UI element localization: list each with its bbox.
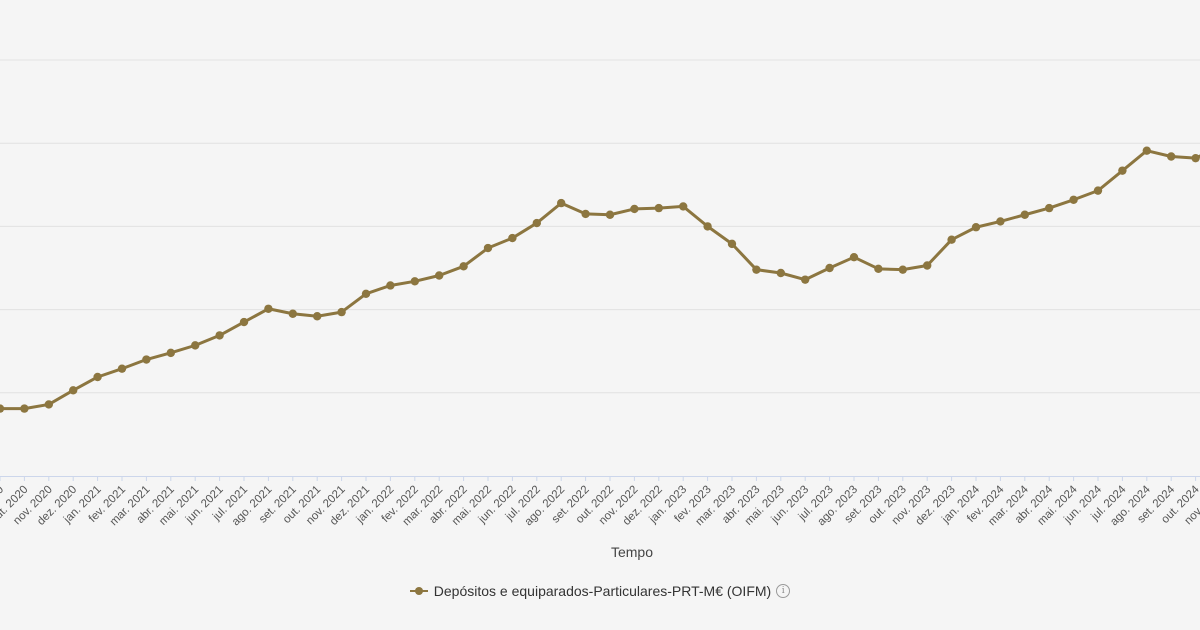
- data-point[interactable]: [93, 372, 102, 382]
- data-point[interactable]: [1045, 203, 1054, 213]
- data-point[interactable]: [581, 209, 590, 219]
- data-point[interactable]: [215, 331, 224, 340]
- data-point[interactable]: [459, 262, 468, 271]
- data-point[interactable]: [20, 404, 29, 413]
- data-point[interactable]: [361, 289, 371, 298]
- data-point[interactable]: [971, 223, 981, 232]
- data-point[interactable]: [264, 304, 273, 313]
- data-point[interactable]: [849, 252, 859, 262]
- data-point[interactable]: [727, 239, 737, 249]
- data-point[interactable]: [825, 263, 834, 273]
- data-point[interactable]: [874, 264, 883, 274]
- legend-series-label[interactable]: Depósitos e equiparados-Particulares-PRT…: [433, 583, 772, 599]
- data-point[interactable]: [44, 400, 53, 409]
- data-point[interactable]: [947, 235, 956, 244]
- legend-series-marker: [409, 585, 428, 597]
- data-point[interactable]: [142, 355, 151, 364]
- data-point[interactable]: [0, 404, 5, 413]
- data-point[interactable]: [1191, 153, 1200, 163]
- info-icon[interactable]: i: [776, 584, 791, 598]
- data-point[interactable]: [1020, 210, 1029, 219]
- data-point[interactable]: [1093, 186, 1103, 195]
- data-point[interactable]: [1142, 146, 1152, 155]
- data-point[interactable]: [386, 281, 395, 290]
- data-point[interactable]: [288, 309, 297, 318]
- data-point[interactable]: [435, 271, 444, 280]
- gridlines: [0, 59, 1200, 394]
- data-point[interactable]: [1167, 152, 1176, 161]
- x-axis-ticks: [0, 476, 1197, 481]
- data-point[interactable]: [191, 341, 200, 350]
- data-point[interactable]: [483, 243, 493, 253]
- data-point[interactable]: [996, 217, 1005, 226]
- series-layer: [0, 146, 1200, 413]
- x-axis-title: Tempo: [611, 544, 653, 560]
- data-point[interactable]: [630, 204, 639, 214]
- data-point[interactable]: [898, 265, 907, 274]
- data-point[interactable]: [410, 277, 419, 286]
- data-point[interactable]: [1118, 166, 1127, 175]
- data-point[interactable]: [1069, 195, 1078, 204]
- data-point[interactable]: [654, 203, 663, 213]
- data-point[interactable]: [923, 261, 932, 270]
- data-point[interactable]: [532, 218, 541, 228]
- legend[interactable]: Depósitos e equiparados-Particulares-PRT…: [0, 583, 1200, 599]
- data-point[interactable]: [166, 348, 175, 358]
- data-point[interactable]: [239, 317, 249, 327]
- data-point[interactable]: [752, 265, 761, 274]
- data-point[interactable]: [605, 210, 615, 219]
- data-point[interactable]: [508, 233, 517, 243]
- data-point[interactable]: [679, 202, 688, 211]
- data-point[interactable]: [776, 268, 785, 278]
- data-point[interactable]: [557, 198, 566, 208]
- data-point[interactable]: [337, 307, 346, 317]
- data-point[interactable]: [117, 364, 127, 373]
- series-line[interactable]: [0, 147, 1200, 411]
- data-point[interactable]: [69, 386, 78, 395]
- data-point[interactable]: [703, 222, 712, 231]
- data-point[interactable]: [801, 275, 810, 284]
- data-point[interactable]: [313, 312, 322, 321]
